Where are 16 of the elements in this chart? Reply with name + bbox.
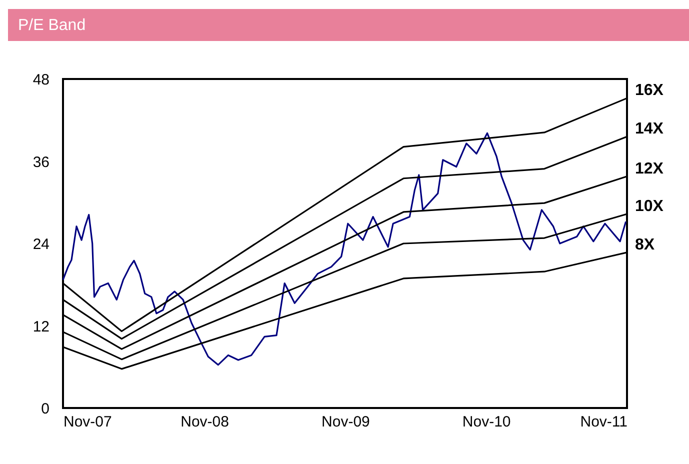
y-tick-label: 48 bbox=[32, 72, 50, 88]
x-tick-label: Nov-10 bbox=[462, 414, 511, 430]
series-label: 14X bbox=[635, 120, 664, 138]
x-tick-label: Nov-08 bbox=[180, 414, 229, 430]
y-tick-label: 0 bbox=[41, 400, 50, 418]
series-label: 8X bbox=[635, 236, 655, 254]
x-tick-label: Nov-09 bbox=[322, 414, 370, 430]
y-tick-label: 36 bbox=[32, 154, 50, 171]
series-label: 10X bbox=[635, 198, 664, 216]
x-tick-label: Nov-07 bbox=[64, 414, 112, 430]
y-tick-label: 24 bbox=[32, 236, 50, 253]
chart-title: P/E Band bbox=[18, 17, 86, 34]
series-label: 16X bbox=[635, 82, 664, 100]
x-tick-label: Nov-11 bbox=[580, 414, 628, 430]
series-label: 12X bbox=[635, 160, 664, 178]
y-tick-label: 12 bbox=[32, 318, 50, 336]
